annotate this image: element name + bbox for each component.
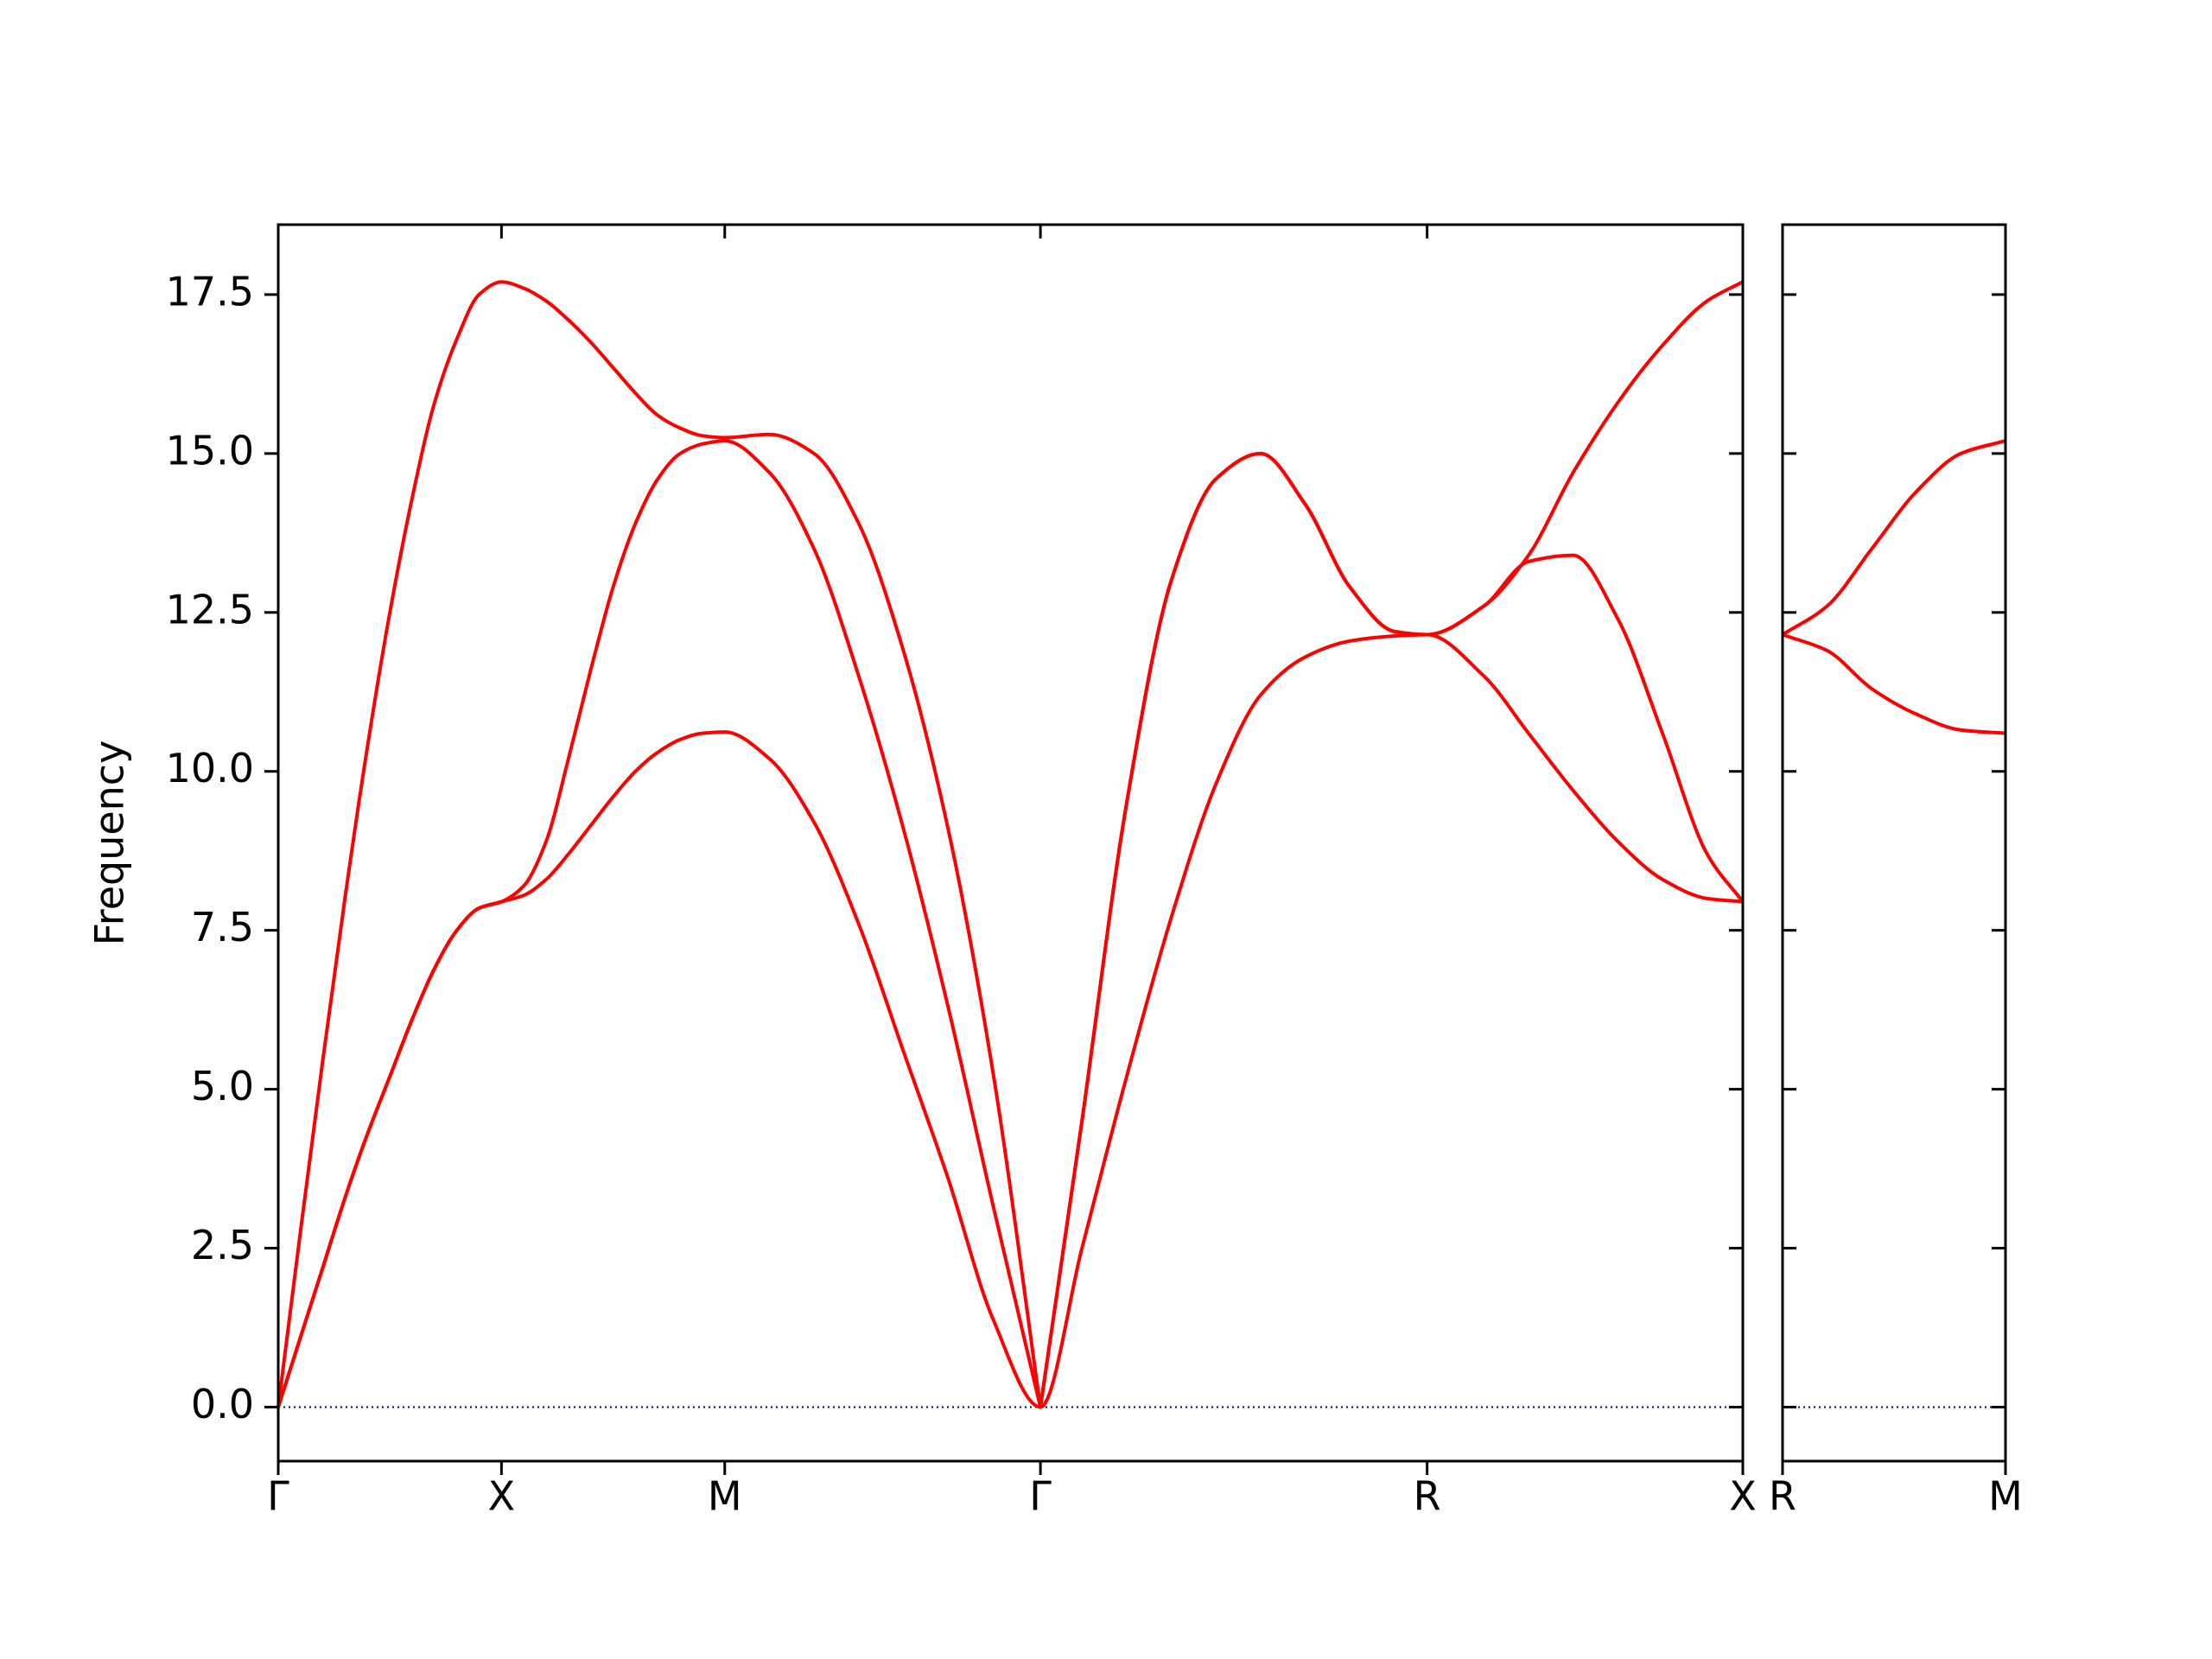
y-tick-label: 17.5 — [166, 268, 254, 315]
x-tick-label: R — [1769, 1473, 1796, 1520]
y-tick-label: 7.5 — [191, 904, 254, 950]
x-tick-label: X — [488, 1473, 516, 1520]
x-tick-label: Γ — [1029, 1473, 1052, 1520]
y-tick-label: 12.5 — [166, 586, 254, 632]
y-tick-label: 0.0 — [191, 1381, 254, 1427]
band-line — [276, 632, 1744, 1409]
x-tick-label: R — [1414, 1473, 1441, 1520]
y-tick-label: 2.5 — [191, 1222, 254, 1268]
plot-frame — [1781, 223, 2007, 1463]
x-tick-label: M — [1988, 1473, 2023, 1520]
band-line — [1782, 632, 2006, 735]
plot-frame — [276, 223, 1745, 1463]
y-tick-label: 5.0 — [191, 1063, 254, 1109]
y-axis-label: Frequency — [86, 741, 133, 946]
x-tick-label: M — [708, 1473, 742, 1520]
x-tick-label: Γ — [267, 1473, 289, 1520]
y-tick-label: 15.0 — [166, 427, 254, 474]
band-line — [1781, 439, 2006, 637]
x-tick-label: X — [1729, 1473, 1757, 1520]
y-tick-label: 10.0 — [166, 745, 254, 791]
